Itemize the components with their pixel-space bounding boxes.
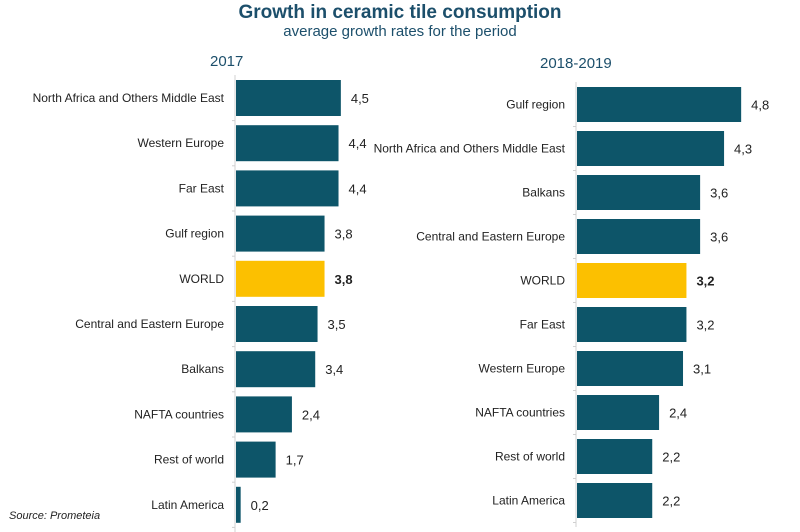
bar-2017-rest-of-world	[236, 441, 276, 478]
category-label: NAFTA countries	[134, 407, 224, 421]
category-label: Gulf region	[506, 98, 565, 112]
category-label: North Africa and Others Middle East	[374, 142, 566, 156]
value-label: 4,8	[751, 98, 769, 113]
bar-2017-north-africa-and-others-middle-east	[236, 80, 341, 116]
bar-2018-2019-central-and-eastern-europe	[577, 219, 701, 254]
value-label: 1,7	[286, 453, 304, 468]
value-label: 0,2	[251, 498, 269, 513]
category-label: Gulf region	[165, 227, 224, 241]
value-label: 3,6	[710, 186, 728, 201]
category-label: Latin America	[492, 494, 565, 508]
category-label: Latin America	[151, 498, 224, 512]
bar-2017-central-and-eastern-europe	[236, 306, 318, 342]
category-label: NAFTA countries	[475, 406, 565, 420]
bar-2018-2019-far-east	[577, 307, 687, 342]
category-label: WORLD	[520, 274, 565, 288]
value-label: 4,5	[351, 91, 369, 106]
value-label: 3,2	[696, 274, 714, 289]
category-label: Far East	[520, 318, 566, 332]
source-note: Source: Prometeia	[9, 510, 101, 522]
value-label: 3,2	[696, 318, 714, 333]
category-label: Balkans	[181, 362, 224, 376]
category-label: Rest of world	[495, 450, 565, 464]
category-label: Balkans	[522, 186, 565, 200]
category-label: Far East	[179, 181, 225, 195]
bar-2018-2019-gulf-region	[577, 87, 742, 122]
bar-2018-2019-latin-america	[577, 483, 653, 518]
value-label: 2,2	[662, 494, 680, 509]
value-label: 3,6	[710, 230, 728, 245]
panel-title-2018-2019: 2018-2019	[540, 55, 612, 72]
bar-2017-nafta-countries	[236, 396, 292, 433]
bar-2017-gulf-region	[236, 215, 325, 252]
value-label: 4,3	[734, 142, 752, 157]
value-label: 2,4	[669, 406, 687, 421]
category-label: Western Europe	[479, 362, 566, 376]
bar-2018-2019-balkans	[577, 175, 701, 210]
bar-2017-western-europe	[236, 125, 339, 162]
value-label: 3,8	[335, 272, 353, 287]
bar-2017-latin-america	[236, 486, 241, 523]
bar-2018-2019-north-africa-and-others-middle-east	[577, 131, 725, 166]
value-label: 3,5	[328, 317, 346, 332]
value-label: 2,4	[302, 407, 320, 422]
value-label: 4,4	[349, 136, 367, 151]
bar-2018-2019-world	[577, 263, 687, 298]
chart-title: Growth in ceramic tile consumption	[238, 2, 562, 23]
value-label: 3,1	[693, 362, 711, 377]
category-label: Rest of world	[154, 453, 224, 467]
value-label: 3,4	[325, 362, 343, 377]
bar-2017-far-east	[236, 170, 339, 207]
category-label: WORLD	[179, 272, 224, 286]
bar-2017-world	[236, 260, 325, 297]
bar-2018-2019-western-europe	[577, 351, 684, 386]
chart-subtitle: average growth rates for the period	[283, 23, 517, 40]
category-label: Western Europe	[138, 136, 225, 150]
category-label: North Africa and Others Middle East	[33, 91, 225, 105]
value-label: 3,8	[335, 227, 353, 242]
category-label: Central and Eastern Europe	[416, 230, 565, 244]
bar-2017-balkans	[236, 351, 316, 388]
bar-2018-2019-rest-of-world	[577, 439, 653, 474]
panel-title-2017: 2017	[210, 53, 244, 70]
value-label: 4,4	[349, 181, 367, 196]
value-label: 2,2	[662, 450, 680, 465]
bar-2018-2019-nafta-countries	[577, 395, 660, 430]
category-label: Central and Eastern Europe	[75, 317, 224, 331]
